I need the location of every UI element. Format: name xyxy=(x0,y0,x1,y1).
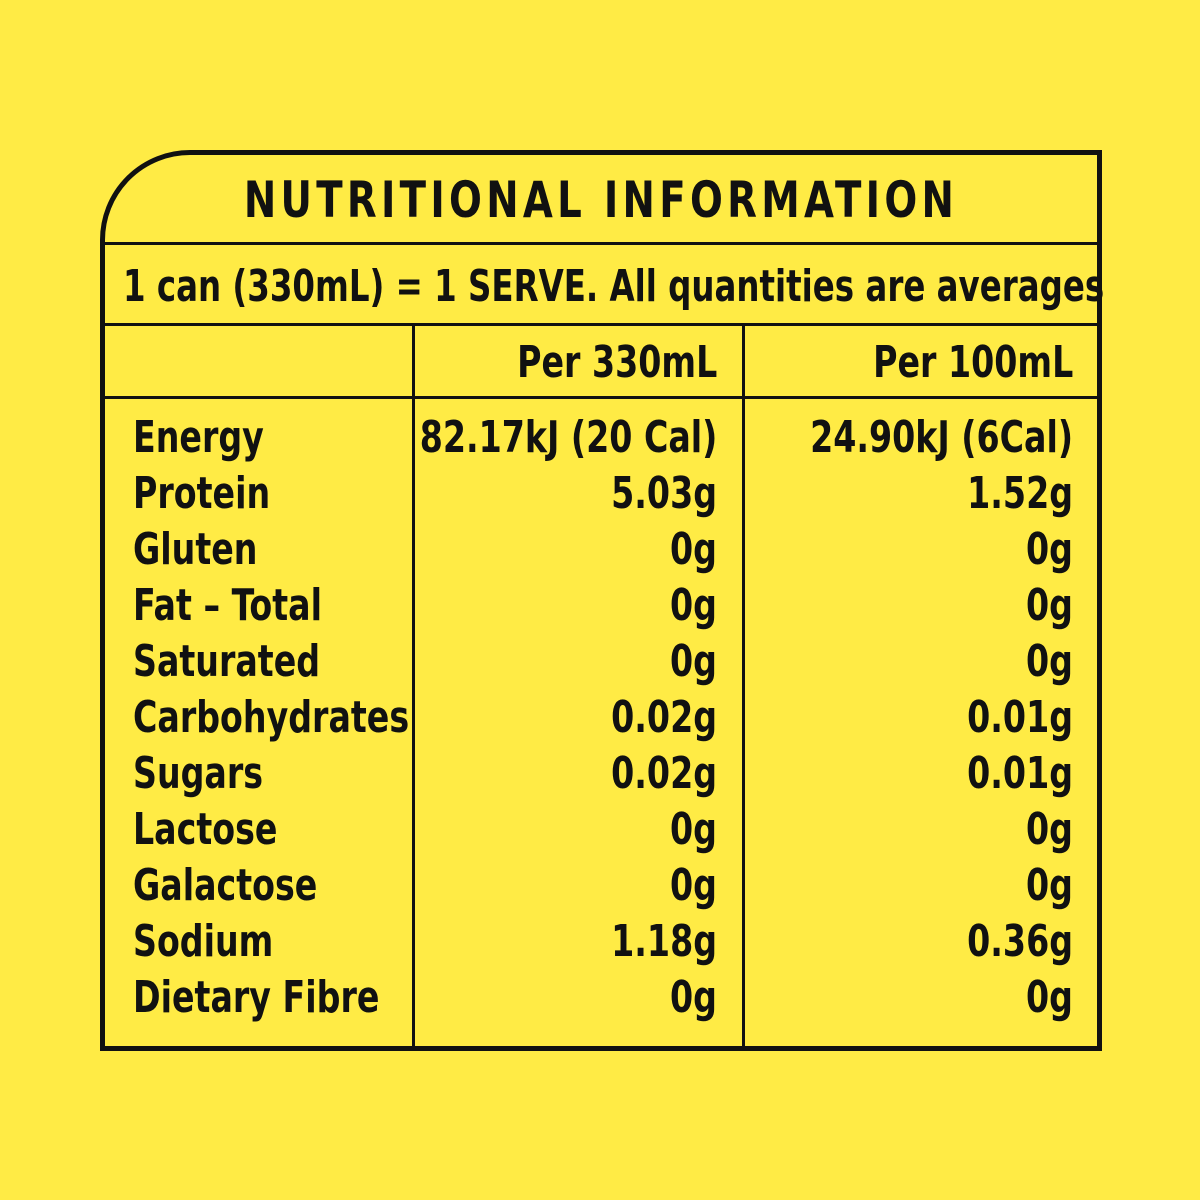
nutrient-row: Sodium 1.18g 0.36g xyxy=(105,913,1097,969)
nutrient-row: Lactose 0g 0g xyxy=(105,801,1097,857)
nutrient-name: Dietary Fibre xyxy=(133,971,380,1023)
nutrient-value-per-serve: 0.02g xyxy=(611,747,717,799)
column-header-per-100: Per 100mL xyxy=(745,327,1073,397)
serve-divider xyxy=(105,323,1097,326)
nutrient-value-per-100: 0g xyxy=(1026,635,1073,687)
nutrient-value-per-serve: 5.03g xyxy=(611,467,717,519)
nutrient-name: Gluten xyxy=(133,523,258,575)
nutrient-row: Carbohydrates 0.02g 0.01g xyxy=(105,689,1097,745)
nutrient-value-per-100: 0g xyxy=(1026,579,1073,631)
nutrient-value-per-serve: 0g xyxy=(670,635,717,687)
nutrient-value-per-100: 0g xyxy=(1026,971,1073,1023)
nutrient-row: Saturated 0g 0g xyxy=(105,633,1097,689)
nutrient-row: Energy 82.17kJ (20 Cal) 24.90kJ (6Cal) xyxy=(105,409,1097,465)
column-header-per-serve: Per 330mL xyxy=(415,327,717,397)
nutrient-row: Sugars 0.02g 0.01g xyxy=(105,745,1097,801)
nutrient-value-per-100: 0.01g xyxy=(967,747,1073,799)
nutrient-value-per-100: 1.52g xyxy=(967,467,1073,519)
nutrient-rows: Energy 82.17kJ (20 Cal) 24.90kJ (6Cal) P… xyxy=(105,409,1097,1025)
nutrient-value-per-100: 0.36g xyxy=(967,915,1073,967)
nutrient-value-per-serve: 0.02g xyxy=(611,691,717,743)
nutrient-value-per-serve: 82.17kJ (20 Cal) xyxy=(419,411,717,463)
nutrient-value-per-serve: 0g xyxy=(670,859,717,911)
nutrient-value-per-100: 0g xyxy=(1026,803,1073,855)
nutrition-panel: NUTRITIONAL INFORMATION 1 can (330mL) = … xyxy=(100,150,1105,1051)
nutrient-value-per-100: 0g xyxy=(1026,859,1073,911)
nutrient-row: Protein 5.03g 1.52g xyxy=(105,465,1097,521)
nutrient-name: Lactose xyxy=(133,803,278,855)
nutrient-row: Dietary Fibre 0g 0g xyxy=(105,969,1097,1025)
column-divider-2 xyxy=(742,323,745,1046)
column-header-per-100-label: Per 100mL xyxy=(872,336,1073,388)
nutrient-value-per-serve: 1.18g xyxy=(611,915,717,967)
nutrient-name: Sugars xyxy=(133,747,264,799)
title-divider xyxy=(105,242,1097,245)
nutrient-name: Galactose xyxy=(133,859,318,911)
column-header-per-serve-label: Per 330mL xyxy=(516,336,717,388)
column-divider-1 xyxy=(412,323,415,1046)
nutrient-value-per-100: 24.90kJ (6Cal) xyxy=(810,411,1073,463)
nutrient-name: Sodium xyxy=(133,915,274,967)
nutrient-value-per-serve: 0g xyxy=(670,579,717,631)
nutrient-value-per-100: 0g xyxy=(1026,523,1073,575)
nutrient-value-per-serve: 0g xyxy=(670,971,717,1023)
nutrient-value-per-serve: 0g xyxy=(670,803,717,855)
nutrient-value-per-100: 0.01g xyxy=(967,691,1073,743)
panel-title: NUTRITIONAL INFORMATION xyxy=(243,171,959,229)
nutrient-name: Energy xyxy=(133,411,264,463)
nutrient-name: Carbohydrates xyxy=(133,691,410,743)
nutrient-value-per-serve: 0g xyxy=(670,523,717,575)
nutrient-name: Fat – Total xyxy=(133,579,322,631)
nutrient-name: Saturated xyxy=(133,635,321,687)
header-divider xyxy=(105,396,1097,399)
nutrient-name: Protein xyxy=(133,467,271,519)
nutrient-row: Fat – Total 0g 0g xyxy=(105,577,1097,633)
serving-note: 1 can (330mL) = 1 SERVE. All quantities … xyxy=(123,260,1105,312)
nutrient-row: Gluten 0g 0g xyxy=(105,521,1097,577)
nutrient-row: Galactose 0g 0g xyxy=(105,857,1097,913)
